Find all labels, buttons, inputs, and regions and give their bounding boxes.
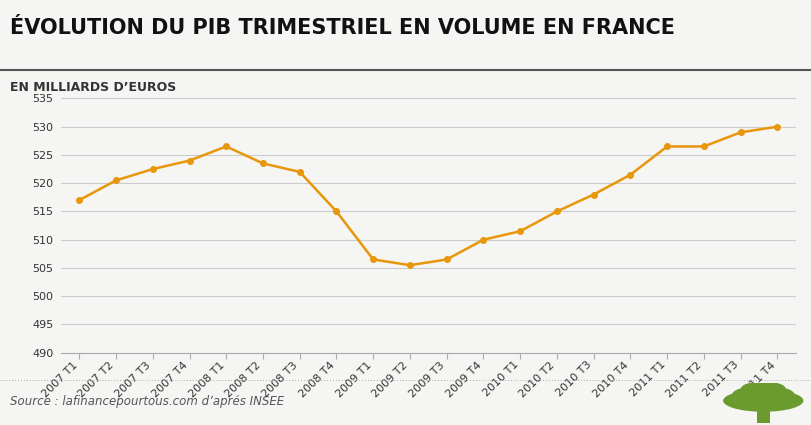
Bar bbox=[756, 411, 769, 423]
Ellipse shape bbox=[749, 380, 775, 390]
Ellipse shape bbox=[740, 382, 785, 396]
Ellipse shape bbox=[732, 385, 793, 404]
Text: Source : lafinancepourtous.com d’aprés INSEE: Source : lafinancepourtous.com d’aprés I… bbox=[10, 395, 284, 408]
Ellipse shape bbox=[723, 390, 802, 412]
Text: EN MILLIARDS D’EUROS: EN MILLIARDS D’EUROS bbox=[10, 81, 176, 94]
Text: ÉVOLUTION DU PIB TRIMESTRIEL EN VOLUME EN FRANCE: ÉVOLUTION DU PIB TRIMESTRIEL EN VOLUME E… bbox=[10, 18, 674, 38]
